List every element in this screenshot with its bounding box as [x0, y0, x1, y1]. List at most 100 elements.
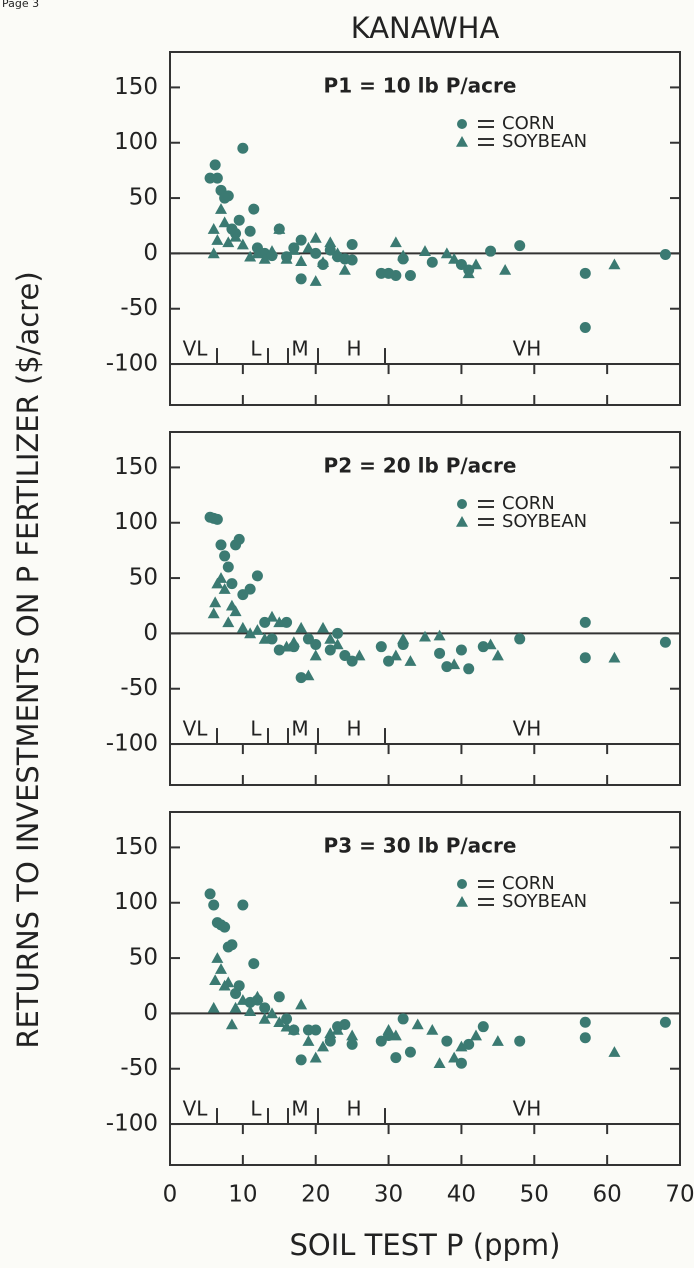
soybean-point [258, 1012, 271, 1024]
soybean-point [331, 247, 344, 259]
corn-point [579, 322, 591, 334]
soybean-point [491, 649, 504, 661]
soybean-point [229, 605, 242, 617]
soybean-point [244, 1005, 257, 1016]
panel-label: P3 = 30 lb P/acre [324, 834, 517, 858]
legend-marker [456, 136, 468, 147]
soybean-point [419, 245, 431, 256]
y-tick-label: 150 [114, 74, 158, 100]
class-label: H [346, 337, 361, 361]
soybean-point [309, 275, 322, 286]
corn-point [441, 661, 453, 673]
soybean-point [389, 236, 402, 248]
corn-point [346, 254, 358, 266]
soybean-point [251, 624, 264, 635]
corn-point [339, 1018, 351, 1030]
soybean-point [211, 234, 224, 245]
y-tick-label: 100 [114, 129, 158, 155]
y-tick-label: -100 [106, 731, 158, 757]
corn-point [463, 663, 475, 675]
soybean-point [608, 258, 621, 270]
soybean-point [251, 247, 264, 259]
corn-point [209, 159, 221, 171]
soybean-point [302, 669, 315, 681]
legend-marker [456, 896, 468, 907]
soybean-point [389, 1029, 402, 1041]
page-label: Page 3 [2, 0, 39, 10]
soybean-point [448, 1051, 461, 1063]
soybean-point [244, 627, 257, 639]
soybean-point [225, 1018, 238, 1030]
soybean-point [273, 1016, 286, 1028]
corn-point [463, 1038, 475, 1050]
corn-point [281, 1013, 293, 1025]
plot-frame [169, 51, 681, 406]
soybean-point [211, 577, 224, 589]
soybean-point [209, 596, 222, 608]
y-tick-label: -50 [120, 675, 158, 701]
corn-point [390, 1052, 402, 1064]
y-tick-label: 50 [129, 945, 158, 971]
soybean-point [324, 1027, 337, 1039]
soybean-point [338, 263, 351, 275]
corn-point [659, 1016, 671, 1028]
class-label: M [291, 717, 308, 741]
soybean-point [215, 963, 227, 974]
corn-point [332, 627, 344, 639]
legend-label: CORN [502, 493, 555, 514]
corn-point [226, 578, 238, 590]
soybean-point [433, 1057, 446, 1068]
corn-point [659, 249, 671, 261]
soybean-point [222, 976, 235, 988]
corn-point [455, 644, 467, 656]
soybean-point [266, 245, 278, 256]
corn-point [295, 672, 307, 684]
soybean-point [382, 1023, 395, 1035]
class-label: L [250, 337, 262, 361]
x-tick-label: 0 [163, 1182, 178, 1208]
corn-point [244, 583, 256, 595]
corn-point [248, 203, 260, 215]
legend-label: SOYBEAN [502, 131, 587, 152]
soybean-point [397, 632, 410, 644]
panel-label: P1 = 10 lb P/acre [324, 74, 517, 98]
class-label: M [291, 337, 308, 361]
legend-marker [456, 516, 468, 527]
corn-point [397, 1013, 409, 1025]
class-label: M [291, 1097, 308, 1121]
corn-point [324, 1035, 336, 1047]
y-tick-label: 0 [143, 620, 158, 646]
legend-label: SOYBEAN [502, 891, 587, 912]
soybean-point [280, 1020, 293, 1032]
corn-point [324, 244, 336, 256]
soybean-point [470, 258, 482, 270]
soybean-point [295, 998, 308, 1010]
corn-point [346, 239, 358, 251]
soybean-point [302, 1035, 315, 1046]
soybean-point [229, 230, 242, 242]
y-tick-label: 100 [114, 509, 158, 535]
legend-marker [457, 879, 467, 889]
corn-point [579, 267, 591, 279]
soybean-point [273, 223, 286, 234]
corn-point [226, 939, 238, 951]
legend-label: SOYBEAN [502, 511, 587, 532]
soybean-point [317, 1040, 329, 1052]
soybean-point [448, 658, 461, 670]
y-tick-label: 150 [114, 454, 158, 480]
corn-point [579, 1032, 591, 1044]
legend-marker [457, 119, 467, 129]
class-label: VH [513, 1097, 542, 1121]
soybean-point [207, 607, 220, 619]
corn-point [404, 1046, 416, 1058]
soybean-point [209, 974, 222, 986]
corn-point [514, 240, 526, 252]
y-tick-label: 0 [143, 240, 158, 266]
soybean-point [331, 638, 344, 650]
class-label: L [250, 1097, 262, 1121]
x-tick-label: 10 [228, 1182, 257, 1208]
soybean-point [324, 236, 337, 248]
corn-point [404, 270, 416, 282]
soybean-point [218, 583, 231, 594]
y-tick-label: 0 [143, 1000, 158, 1026]
